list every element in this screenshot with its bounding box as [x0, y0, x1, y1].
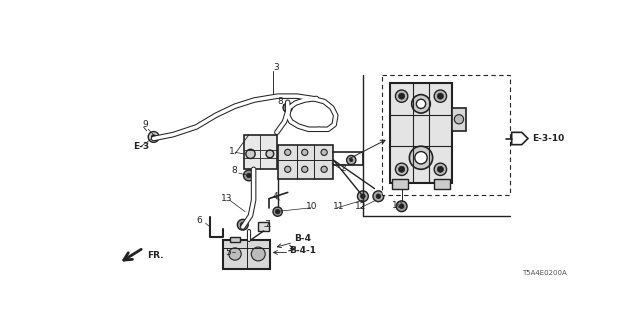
Text: 10: 10 — [305, 202, 317, 211]
Circle shape — [148, 132, 159, 142]
Polygon shape — [511, 132, 528, 145]
Text: 5: 5 — [226, 248, 232, 257]
Bar — [259, 222, 269, 231]
Circle shape — [285, 149, 291, 156]
Circle shape — [358, 191, 368, 202]
Circle shape — [266, 150, 274, 158]
Text: B-4-1: B-4-1 — [289, 246, 316, 255]
Bar — [452, 108, 466, 131]
Circle shape — [321, 149, 327, 156]
Circle shape — [410, 146, 433, 169]
Text: 2: 2 — [340, 164, 346, 173]
Circle shape — [415, 152, 428, 164]
Circle shape — [412, 95, 430, 113]
Circle shape — [151, 135, 156, 139]
Text: E-3-10: E-3-10 — [532, 134, 564, 143]
Circle shape — [244, 170, 254, 181]
Text: 8: 8 — [278, 97, 284, 106]
Bar — [223, 240, 270, 269]
Circle shape — [396, 90, 408, 102]
Text: 3: 3 — [273, 63, 279, 72]
Circle shape — [396, 201, 407, 212]
Text: 1: 1 — [229, 147, 234, 156]
Bar — [244, 135, 277, 169]
Bar — [230, 237, 241, 242]
Circle shape — [417, 99, 426, 108]
Circle shape — [229, 248, 241, 260]
Circle shape — [399, 166, 404, 172]
Text: 13: 13 — [221, 194, 232, 203]
Bar — [382, 75, 510, 195]
Circle shape — [283, 103, 292, 112]
Text: 11: 11 — [333, 202, 344, 211]
Circle shape — [301, 166, 308, 172]
Text: 7: 7 — [264, 220, 270, 229]
Circle shape — [285, 166, 291, 172]
Bar — [434, 179, 450, 188]
Circle shape — [252, 247, 265, 261]
Circle shape — [246, 149, 255, 158]
Circle shape — [373, 191, 384, 202]
Circle shape — [349, 158, 353, 162]
Circle shape — [237, 219, 248, 230]
Text: E-3: E-3 — [132, 142, 149, 151]
Bar — [392, 179, 408, 188]
Circle shape — [321, 166, 327, 172]
Circle shape — [399, 93, 404, 99]
Text: B-4: B-4 — [294, 234, 311, 243]
Circle shape — [376, 194, 381, 198]
Bar — [278, 145, 333, 179]
Circle shape — [399, 204, 404, 209]
Circle shape — [285, 105, 290, 110]
Circle shape — [246, 173, 252, 178]
Circle shape — [360, 194, 365, 198]
Circle shape — [241, 222, 245, 227]
Circle shape — [454, 115, 463, 124]
Circle shape — [396, 163, 408, 175]
Text: 6: 6 — [196, 216, 202, 225]
Text: 12: 12 — [355, 202, 367, 211]
Circle shape — [275, 209, 280, 214]
Text: FR.: FR. — [147, 251, 164, 260]
Text: T5A4E0200A: T5A4E0200A — [522, 269, 566, 276]
Circle shape — [347, 156, 356, 165]
Circle shape — [434, 163, 447, 175]
Circle shape — [273, 207, 282, 216]
Circle shape — [434, 90, 447, 102]
Text: 8: 8 — [231, 166, 237, 175]
Text: 10: 10 — [392, 201, 403, 210]
Text: 4: 4 — [272, 192, 278, 201]
Bar — [390, 83, 452, 183]
Circle shape — [301, 149, 308, 156]
Circle shape — [437, 93, 444, 99]
Circle shape — [437, 166, 444, 172]
Text: 9: 9 — [142, 120, 148, 129]
